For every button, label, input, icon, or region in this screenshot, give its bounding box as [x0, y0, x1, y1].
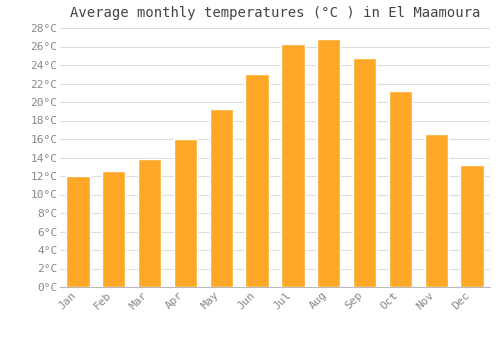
- Bar: [282, 44, 304, 287]
- Bar: [138, 159, 161, 287]
- Bar: [389, 91, 412, 287]
- Bar: [66, 176, 90, 287]
- Bar: [424, 134, 448, 287]
- Bar: [174, 139, 197, 287]
- Bar: [210, 110, 233, 287]
- Bar: [317, 39, 340, 287]
- Bar: [460, 165, 483, 287]
- Bar: [246, 74, 268, 287]
- Bar: [102, 172, 126, 287]
- Title: Average monthly temperatures (°C ) in El Maamoura: Average monthly temperatures (°C ) in El…: [70, 6, 480, 20]
- Bar: [353, 58, 376, 287]
